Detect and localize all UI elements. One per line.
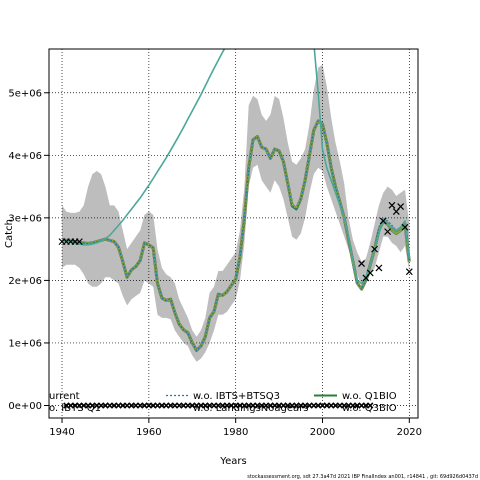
series-line-4: [61, 120, 410, 352]
legend-label: urrent: [49, 391, 80, 402]
series-line-5: [61, 49, 411, 285]
series-layer: [61, 49, 411, 352]
observation-point: [397, 203, 405, 211]
y-tick-label: 1e+06: [8, 338, 42, 349]
observation-point: [401, 223, 409, 231]
marker-layer: [58, 201, 413, 409]
observation-point: [379, 217, 387, 225]
x-tick-label: 1940: [49, 427, 74, 438]
legend-label: o. IBTS Q1: [49, 403, 101, 414]
observation-point: [366, 269, 374, 277]
footer-text: stockassessment.org, sdt 27.3a47d 2021 I…: [247, 474, 478, 480]
y-tick-label: 5e+06: [8, 88, 42, 99]
cross-stroke-b: [405, 268, 413, 276]
legend-label: w.o. Q1BIO: [342, 391, 397, 402]
x-tick-label: 2020: [397, 427, 422, 438]
cross-stroke-b: [375, 264, 383, 272]
y-tick-label: 4e+06: [8, 151, 42, 162]
cross-stroke-b: [358, 260, 365, 267]
observation-point: [375, 264, 383, 272]
x-tick-label: 2000: [310, 427, 335, 438]
observation-point: [358, 260, 365, 267]
y-tick-label: 3e+06: [8, 213, 42, 224]
legend-label: w.o. IBTS+BTSQ3: [193, 391, 280, 402]
cross-stroke-b: [379, 217, 387, 225]
observation-point: [405, 268, 413, 276]
legend: urrent w.o. IBTS+BTSQ3 w.o. Q1BIO o. IBTS Q…: [49, 391, 397, 414]
plot-frame: [48, 48, 419, 419]
x-axis-title: Years: [219, 456, 246, 467]
observation-point: [384, 228, 392, 236]
cross-stroke-b: [366, 269, 374, 277]
cross-stroke-b: [401, 223, 409, 231]
y-axis: 0e+00 1e+06 2e+06 3e+06 4e+06 5e+06: [8, 88, 49, 412]
y-tick-label: 2e+06: [8, 276, 42, 287]
cross-stroke-b: [397, 203, 405, 211]
observation-point: [388, 201, 396, 209]
y-axis-title: Catch: [4, 219, 15, 248]
observation-point: [75, 238, 83, 246]
cross-stroke-b: [388, 201, 396, 209]
y-tick-label: 0e+00: [8, 401, 42, 412]
legend-label: w.o. Q3BIO: [342, 403, 397, 414]
x-tick-label: 1980: [223, 427, 248, 438]
cross-stroke-b: [75, 238, 83, 246]
observation-point: [371, 245, 379, 253]
x-tick-label: 1960: [136, 427, 161, 438]
cross-stroke-b: [367, 402, 374, 409]
cross-stroke-b: [384, 228, 392, 236]
legend-label: w.o. LandingsNoagears: [193, 403, 308, 414]
cross-stroke-b: [371, 245, 379, 253]
x-axis: 1940 1960 1980 2000 2020: [49, 418, 422, 438]
zero-marker: [367, 402, 374, 409]
